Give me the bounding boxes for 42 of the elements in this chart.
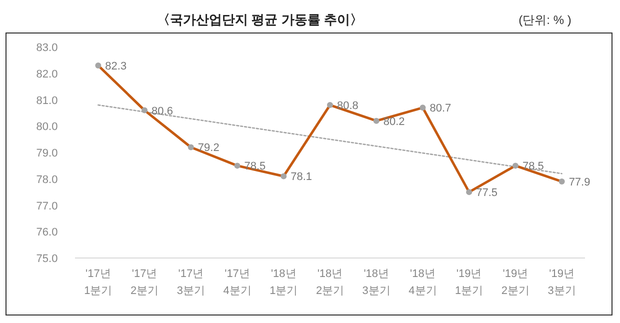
y-tick-label: 81.0	[36, 94, 58, 107]
y-tick-label: 76.0	[36, 226, 58, 239]
y-tick-label: 82.0	[36, 68, 58, 80]
data-label: 78.1	[290, 171, 312, 184]
data-label: 80.8	[337, 100, 358, 112]
x-tick-label: '17년 2분기	[130, 268, 159, 297]
x-tick-label: '19년 2분기	[501, 268, 530, 297]
x-tick-label: '17년 4분기	[223, 268, 252, 297]
data-label: 82.3	[105, 60, 127, 72]
text: (단위: % )	[518, 13, 572, 27]
y-tick-label: 83.0	[36, 42, 58, 54]
point	[142, 107, 148, 114]
data-label: 77.5	[476, 187, 498, 200]
x-tick-label: '17년 1분기	[84, 268, 112, 297]
y-tick-label: 80.0	[36, 121, 58, 134]
y-tick-label: 77.0	[36, 200, 58, 212]
data-label: 77.9	[568, 176, 590, 189]
point	[234, 162, 240, 169]
x-tick-label: '19년 1분기	[455, 268, 484, 297]
x-tick-label: '19년 3분기	[548, 268, 576, 297]
x-tick-label: '18년 2분기	[316, 268, 344, 297]
point	[466, 189, 472, 196]
x-tick-label: '18년 1분기	[270, 268, 298, 297]
y-tick-label: 78.0	[36, 174, 58, 186]
point	[512, 162, 518, 169]
x-tick-label: '18년 3분기	[362, 268, 390, 297]
y-tick-label: 75.0	[36, 253, 58, 265]
data-label: 80.2	[383, 116, 405, 128]
data-label: 80.6	[152, 105, 173, 118]
point	[558, 178, 565, 185]
point	[327, 102, 333, 108]
data-label: 80.7	[430, 102, 452, 115]
data-label: 79.2	[198, 142, 220, 154]
point	[420, 104, 426, 111]
point	[95, 62, 102, 68]
x-tick-label: '18년 4분기	[408, 268, 437, 297]
y-tick-label: 79.0	[36, 148, 58, 160]
chart-title: 〈국가산업단지 평균 가동률 추이〉	[157, 12, 363, 27]
x-tick-label: '17년 3분기	[176, 268, 205, 297]
point	[280, 173, 287, 180]
point	[373, 118, 380, 124]
point	[188, 144, 194, 150]
